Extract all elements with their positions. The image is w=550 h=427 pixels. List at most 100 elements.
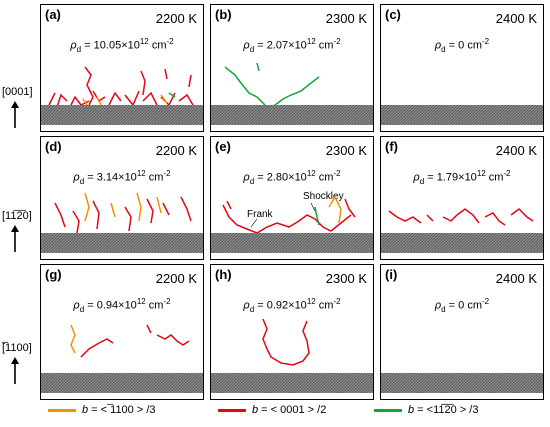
legend-text: = < ̅1100 > /3 bbox=[88, 404, 156, 416]
rho-unit-exp: -2 bbox=[503, 169, 511, 178]
dislocation-density: ρd = 0.92×1012 cm-2 bbox=[211, 297, 373, 314]
legend-swatch bbox=[374, 408, 402, 412]
legend-b: b bbox=[82, 404, 89, 416]
dislocation-lines bbox=[262, 318, 310, 366]
rho-sub: d bbox=[419, 176, 425, 186]
dislocation-density: ρd = 0.94×1012 cm-2 bbox=[41, 297, 203, 314]
rho-exp: 12 bbox=[306, 169, 316, 178]
rho-unit: cm bbox=[318, 39, 334, 52]
rho-sub: d bbox=[441, 304, 446, 314]
rho-sub: d bbox=[249, 304, 255, 314]
dislocation-lines bbox=[54, 192, 192, 234]
panel-d: (d) 2200 K ρd = 3.14×1012 cm-2 bbox=[40, 136, 204, 260]
rho-unit: cm bbox=[151, 39, 167, 52]
rho-eq: = bbox=[254, 39, 267, 52]
rho-unit: cm bbox=[148, 299, 164, 312]
panel-label: (e) bbox=[215, 139, 231, 154]
panel-temperature: 2400 K bbox=[495, 11, 537, 26]
panel-temperature: 2200 K bbox=[155, 271, 197, 286]
rho-value: 2.07×10 bbox=[266, 39, 307, 52]
rho-symbol: ρ bbox=[434, 299, 442, 312]
crystal-slab bbox=[41, 105, 203, 125]
crystal-slab bbox=[381, 373, 543, 393]
rho-eq: = bbox=[84, 299, 97, 312]
panel-label: (h) bbox=[215, 267, 232, 282]
panel-temperature: 2200 K bbox=[155, 143, 197, 158]
panel-label: (d) bbox=[45, 139, 62, 154]
rho-exp: 12 bbox=[476, 169, 486, 178]
panel-temperature: 2300 K bbox=[325, 11, 367, 26]
rho-unit-exp: -2 bbox=[166, 37, 174, 46]
rho-symbol: ρ bbox=[73, 299, 80, 312]
rho-eq: = bbox=[445, 39, 459, 52]
dislocation-density: ρd = 1.79×1012 cm-2 bbox=[381, 169, 543, 186]
crystal-slab bbox=[381, 105, 543, 125]
panel-c: (c) 2400 K ρd = 0 cm-2 bbox=[380, 4, 544, 132]
rho-sub: d bbox=[441, 44, 446, 54]
rho-symbol: ρ bbox=[243, 39, 250, 52]
rho-sub: d bbox=[249, 176, 255, 186]
rho-exp: 12 bbox=[139, 37, 149, 46]
rho-value: 3.14×10 bbox=[96, 171, 137, 184]
panel-label: (i) bbox=[385, 267, 398, 282]
panel-label: (c) bbox=[385, 7, 401, 22]
rho-value: 0 bbox=[458, 39, 465, 52]
rho-eq: = bbox=[445, 299, 459, 312]
legend-text: = < 0001 > /2 bbox=[258, 404, 327, 416]
legend-item-orange: b = < ̅1100 > /3 bbox=[48, 404, 156, 416]
dislocation-density: ρd = 3.14×1012 cm-2 bbox=[41, 169, 203, 186]
panel-temperature: 2200 K bbox=[155, 11, 197, 26]
axis-direction-row2: [11̅2̅0] bbox=[2, 210, 32, 252]
axis-label: [̅1100] bbox=[2, 342, 32, 354]
legend-item-green: b = <11̅2̅0 > /3 bbox=[374, 404, 478, 416]
dislocation-lines bbox=[388, 208, 534, 226]
rho-value: 0.92×10 bbox=[266, 299, 307, 312]
rho-eq: = bbox=[254, 299, 267, 312]
panel-g: (g) 2200 K ρd = 0.94×1012 cm-2 bbox=[40, 264, 204, 400]
legend-text: = <11̅2̅0 > /3 bbox=[414, 404, 479, 416]
rho-unit: cm bbox=[467, 39, 483, 52]
rho-value: 0 bbox=[458, 299, 465, 312]
dislocation-density: ρd = 2.80×1012 cm-2 bbox=[211, 169, 373, 186]
axis-direction-row3: [̅1100] bbox=[2, 342, 32, 384]
crystal-slab bbox=[41, 233, 203, 253]
rho-symbol: ρ bbox=[70, 39, 77, 52]
rho-exp: 12 bbox=[136, 297, 146, 306]
panel-b: (b) 2300 K ρd = 2.07×1012 cm-2 bbox=[210, 4, 374, 132]
rho-unit: cm bbox=[148, 171, 164, 184]
rho-unit-exp: -2 bbox=[482, 37, 490, 46]
crystal-slab bbox=[211, 105, 373, 125]
dislocation-density: ρd = 0 cm-2 bbox=[381, 297, 543, 314]
rho-eq: = bbox=[84, 171, 97, 184]
panel-e: (e) 2300 K ρd = 2.80×1012 cm-2 Frank Sho… bbox=[210, 136, 374, 260]
rho-unit-exp: -2 bbox=[333, 37, 341, 46]
axis-label: [11̅2̅0] bbox=[2, 210, 32, 222]
rho-unit-exp: -2 bbox=[333, 169, 341, 178]
legend-b: b bbox=[408, 404, 415, 416]
panel-temperature: 2300 K bbox=[325, 271, 367, 286]
panel-i: (i) 2400 K ρd = 0 cm-2 bbox=[380, 264, 544, 400]
rho-unit: cm bbox=[318, 299, 334, 312]
legend-swatch bbox=[48, 408, 76, 412]
rho-value: 1.79×10 bbox=[436, 171, 477, 184]
rho-unit: cm bbox=[467, 299, 483, 312]
rho-unit: cm bbox=[318, 171, 334, 184]
legend-b: b bbox=[252, 404, 259, 416]
rho-value: 2.80×10 bbox=[266, 171, 307, 184]
shockley-annotation: Shockley bbox=[303, 191, 344, 202]
panel-temperature: 2300 K bbox=[325, 143, 367, 158]
rho-unit-exp: -2 bbox=[163, 297, 171, 306]
panel-label: (f) bbox=[385, 139, 398, 154]
rho-symbol: ρ bbox=[434, 39, 442, 52]
rho-value: 10.05×10 bbox=[93, 39, 140, 52]
axis-label: [0001] bbox=[2, 86, 33, 98]
rho-sub: d bbox=[76, 44, 82, 54]
dislocation-lines bbox=[70, 324, 190, 358]
rho-unit: cm bbox=[488, 171, 504, 184]
up-arrow-icon bbox=[11, 225, 19, 252]
crystal-slab bbox=[211, 233, 373, 253]
legend-swatch bbox=[218, 408, 246, 412]
rho-sub: d bbox=[249, 44, 255, 54]
panel-label: (g) bbox=[45, 267, 62, 282]
rho-exp: 12 bbox=[136, 169, 146, 178]
